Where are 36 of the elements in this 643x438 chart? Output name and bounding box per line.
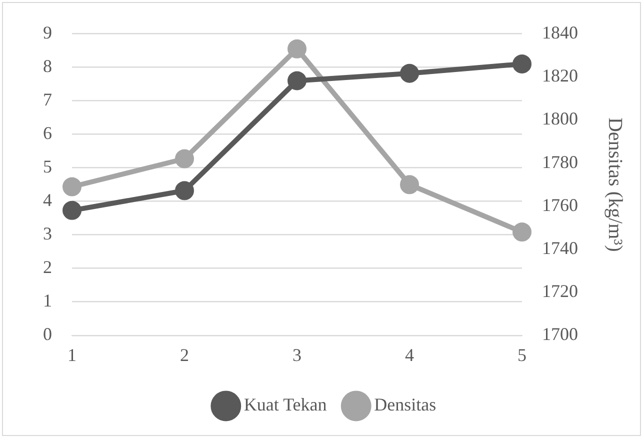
y2-tick-label: 1780 bbox=[542, 152, 578, 172]
y2-tick-label: 1700 bbox=[542, 324, 578, 344]
y2-tick-label: 1820 bbox=[542, 66, 578, 86]
legend-label: Densitas bbox=[374, 394, 436, 415]
point bbox=[62, 177, 82, 196]
legend-label: Kuat Tekan bbox=[244, 394, 327, 415]
point bbox=[62, 200, 82, 220]
y2-axis-title: Densitas (kg/m³) bbox=[604, 117, 626, 252]
y-tick-label: 8 bbox=[43, 56, 52, 76]
point bbox=[175, 149, 194, 168]
y-tick-label: 3 bbox=[43, 224, 52, 244]
x-tick-label: 5 bbox=[518, 344, 526, 365]
x-tick-label: 2 bbox=[180, 344, 189, 365]
y-tick-label: 4 bbox=[43, 190, 52, 210]
x-tick-label: 3 bbox=[292, 344, 302, 365]
y2-tick-label: 1800 bbox=[542, 108, 578, 129]
point bbox=[400, 64, 419, 83]
y2-tick-label: 1740 bbox=[542, 238, 578, 258]
point bbox=[288, 71, 306, 90]
point bbox=[512, 54, 532, 74]
y2-tick-label: 1720 bbox=[542, 281, 578, 302]
y-tick-label: 2 bbox=[43, 257, 52, 278]
y-tick-label: 7 bbox=[43, 90, 52, 110]
x-tick-label: 4 bbox=[405, 344, 414, 365]
y2-tick-label: 1760 bbox=[542, 194, 578, 215]
y-tick-label: 9 bbox=[43, 22, 52, 43]
y-tick-label: 6 bbox=[43, 123, 52, 144]
point bbox=[288, 39, 306, 58]
point bbox=[512, 222, 532, 242]
y-tick-label: 0 bbox=[43, 324, 52, 344]
y-tick-label: 5 bbox=[43, 156, 52, 177]
x-tick-label: 1 bbox=[68, 344, 76, 365]
y2-tick-label: 1840 bbox=[542, 22, 578, 43]
point bbox=[400, 175, 419, 194]
point bbox=[175, 181, 194, 200]
y-tick-label: 1 bbox=[43, 290, 52, 311]
